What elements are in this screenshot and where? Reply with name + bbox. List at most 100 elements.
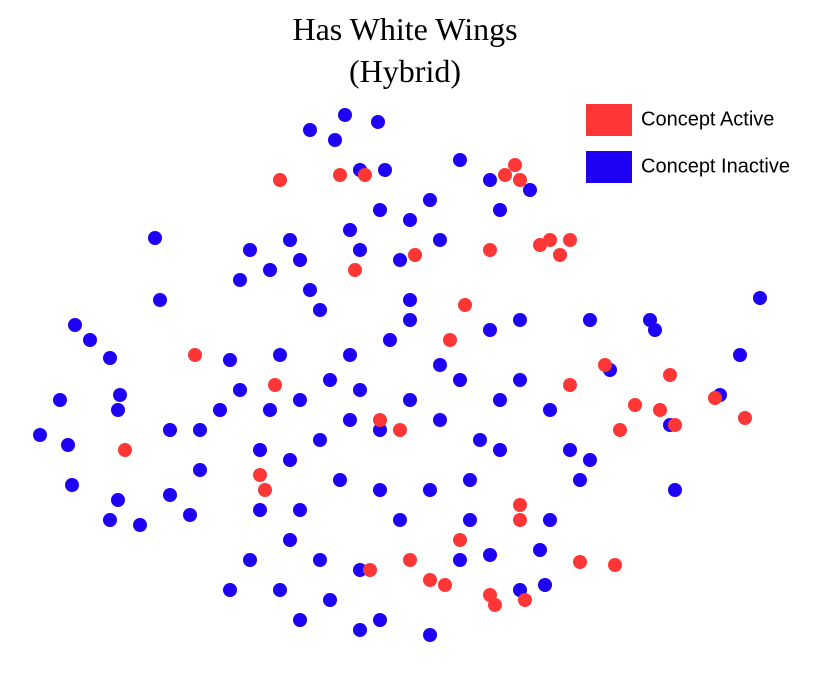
point [223,583,237,597]
point [373,483,387,497]
point [323,373,337,387]
point [233,273,247,287]
point [543,513,557,527]
point [438,578,452,592]
point [338,108,352,122]
point [533,238,547,252]
point [373,423,387,437]
point [433,413,447,427]
point [483,323,497,337]
point [483,243,497,257]
point [163,423,177,437]
point [268,378,282,392]
point [373,203,387,217]
point [328,133,342,147]
point [61,438,75,452]
point [65,478,79,492]
legend-swatch [586,151,632,183]
point [163,488,177,502]
point [453,533,467,547]
point [283,233,297,247]
point [323,593,337,607]
point [508,158,522,172]
point [463,513,477,527]
point [573,473,587,487]
legend: Concept Active Concept Inactive [586,104,790,183]
point [533,543,547,557]
point [473,433,487,447]
point [273,348,287,362]
point [583,313,597,327]
point [253,468,267,482]
point [363,563,377,577]
point [493,443,507,457]
point [423,483,437,497]
point [103,513,117,527]
point [348,263,362,277]
legend-swatch [586,104,632,136]
point [293,253,307,267]
point [183,508,197,522]
point [303,123,317,137]
point [443,333,457,347]
point [513,513,527,527]
point [148,231,162,245]
point [223,353,237,367]
point [53,393,67,407]
point [393,513,407,527]
point [153,293,167,307]
point [263,263,277,277]
point [538,578,552,592]
point [313,553,327,567]
point [423,193,437,207]
point [753,291,767,305]
point [118,443,132,457]
point [403,553,417,567]
point [233,383,247,397]
point [408,248,422,262]
point [213,403,227,417]
point [543,403,557,417]
point [483,548,497,562]
point [403,313,417,327]
point [403,213,417,227]
point [373,613,387,627]
point [193,463,207,477]
point [273,583,287,597]
point [293,393,307,407]
point [353,383,367,397]
point [283,533,297,547]
point [598,358,612,372]
point [111,493,125,507]
point [423,628,437,642]
point [393,423,407,437]
point [608,558,622,572]
point [563,378,577,392]
point [333,168,347,182]
point [373,413,387,427]
point [513,313,527,327]
point [513,173,527,187]
point [553,248,567,262]
legend-label: Concept Inactive [641,155,790,177]
plot-area [33,108,767,642]
point [663,368,677,382]
point [133,518,147,532]
point [488,598,502,612]
point [83,333,97,347]
point [33,428,47,442]
point [111,403,125,417]
point [273,173,287,187]
point [628,398,642,412]
point [518,593,532,607]
point [738,411,752,425]
point [333,473,347,487]
point [253,503,267,517]
point [343,413,357,427]
point [253,443,267,457]
point [103,351,117,365]
point [403,393,417,407]
point [378,163,392,177]
point [393,253,407,267]
